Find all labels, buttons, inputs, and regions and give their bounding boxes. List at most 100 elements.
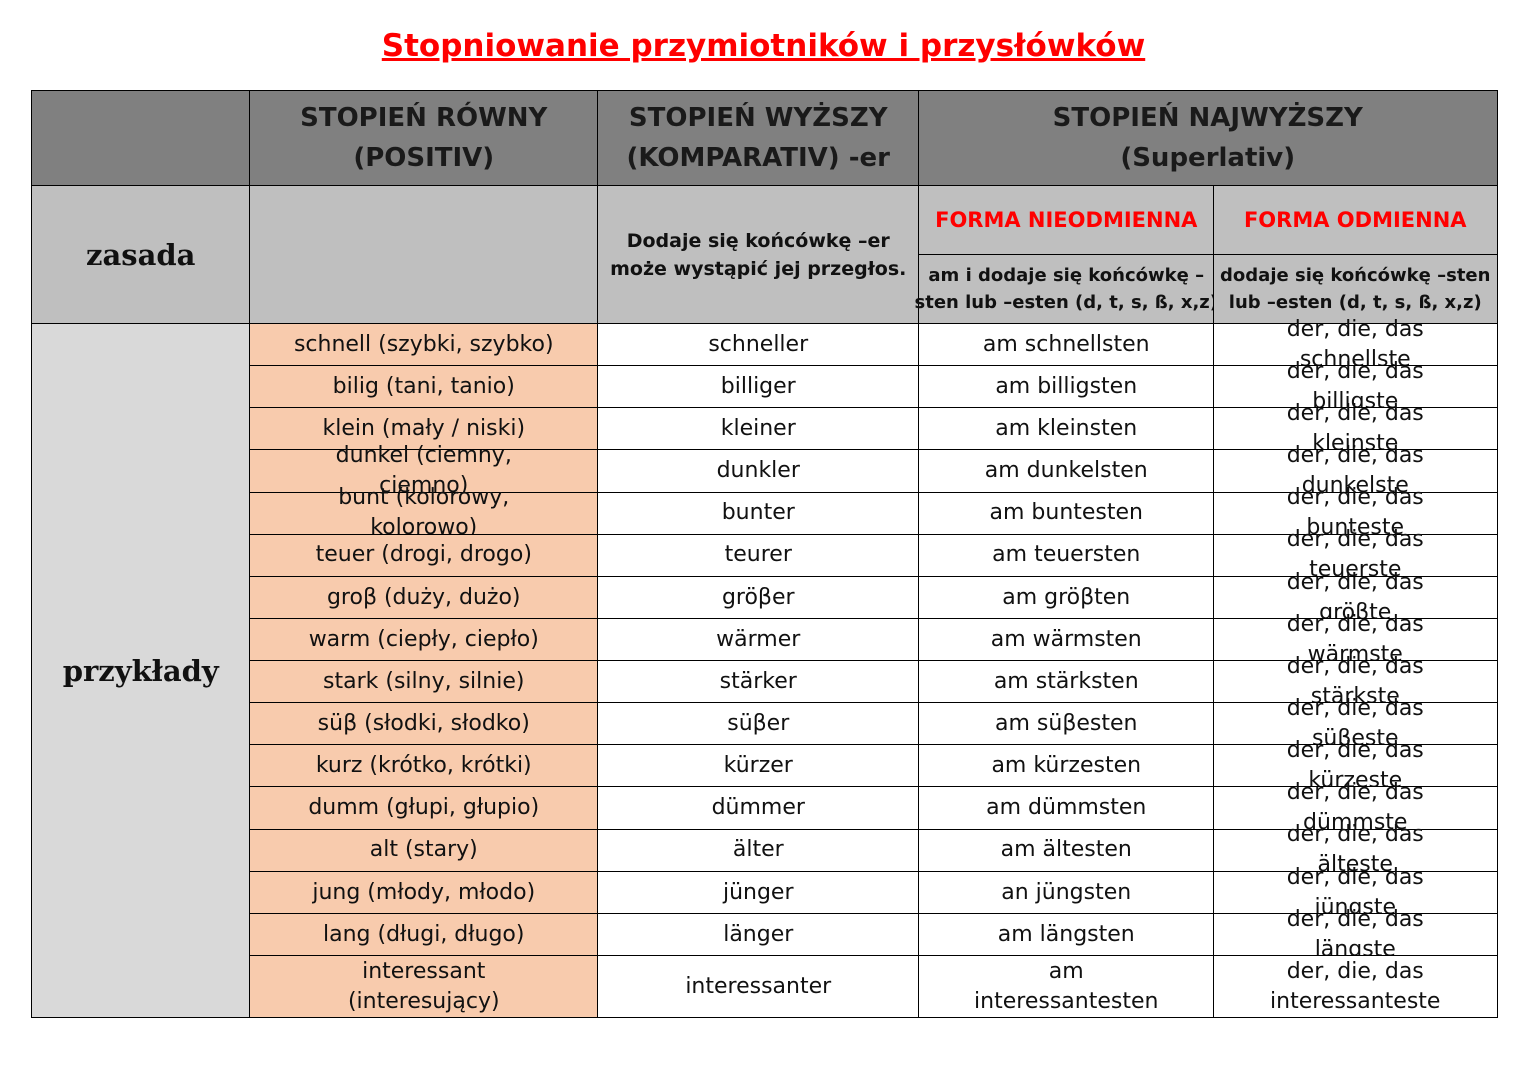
example-text: der, die, das gröβte [1286,569,1424,625]
example-cell: der, die, das gröβte [1213,570,1498,625]
text-line: (Superlativ) [1120,143,1296,174]
rule-empty-cell [249,185,599,325]
text-line: (POSITIV) [353,143,495,174]
example-text: am dümmsten [986,795,1147,821]
example-text: alt (stary) [369,837,478,863]
example-cell: kurz (krótko, krótki) [249,744,599,788]
example-text: billiger [720,373,796,399]
example-text: am buntesten [989,500,1143,526]
example-text: schneller [708,331,809,357]
example-text: am süβesten [995,710,1138,736]
example-cell: klein (mały / niski) [249,407,599,451]
example-cell: bunter [597,491,920,536]
example-cell: billiger [597,365,920,409]
text-line: lub –esten (d, t, s, ß, x,z) [1228,292,1482,314]
example-text: am kürzesten [991,753,1142,779]
text-line: STOPIEŃ RÓWNY [300,103,548,134]
example-cell: jünger [597,870,920,915]
text-line: dodaje się końcówkę –sten [1220,265,1491,287]
example-text: süβ (słodki, słodko) [317,710,530,736]
example-cell: der, die, das dümmste [1213,780,1498,835]
examples-label: przykłady [62,653,219,688]
example-text: stärker [719,668,797,694]
example-cell: am dunkelsten [918,449,1215,493]
example-text: groβ (duży, dużo) [326,584,521,610]
example-cell: älter [597,828,920,873]
example-cell: der, die, das interessanteste [1213,954,1498,1019]
form-name-cell: FORMA ODMIENNA [1213,185,1498,256]
example-cell: am gröβten [918,575,1215,620]
example-cell: länger [597,912,920,957]
example-cell: bilig (tani, tanio) [249,365,599,409]
example-text: am ältesten [1000,837,1132,863]
rule-label-cell: zasada [31,185,251,325]
example-cell: wärmer [597,617,920,662]
header-cell: STOPIEŃ NAJWYŻSZY (Superlativ) [918,90,1498,187]
example-cell: dümmer [597,786,920,831]
example-text: dumm (głupi, głupio) [308,795,540,821]
example-text: am dunkelsten [984,458,1148,484]
example-cell: am stärksten [918,660,1215,704]
example-text: kurz (krótko, krótki) [315,753,532,779]
example-cell: am wärmsten [918,617,1215,662]
title: Stopniowanie przymiotników i przysłówków [381,28,1146,64]
example-cell: der, die, das längste [1213,907,1498,962]
example-cell: süβ (słodki, słodko) [249,702,599,746]
example-cell: interessant (interesujący) [249,954,599,1019]
example-cell: schneller [597,323,920,367]
example-cell: am längsten [918,912,1215,957]
example-cell: der, die, das schnellste [1213,317,1498,372]
header-corner [31,90,251,187]
example-cell: am billigsten [918,365,1215,409]
form-name: FORMA NIEODMIENNA [935,208,1198,233]
text-line: sten lub –esten (d, t, s, ß, x,z) [914,292,1219,314]
example-text: interessant (interesujący) [347,958,500,1014]
example-cell: warm (ciepły, ciepło) [249,617,599,662]
example-text: bunter [721,500,795,526]
example-cell: am ältesten [918,828,1215,873]
rule-komparativ-cell: Dodaje się końcówkę –er może wystąpić jej… [597,185,920,325]
example-text: jünger [722,879,794,905]
example-cell: der, die, das bunteste [1213,485,1498,540]
text-line: STOPIEŃ NAJWYŻSZY [1052,103,1363,134]
example-cell: stark (silny, silnie) [249,660,599,704]
example-cell: der, die, das teuerste [1213,527,1498,582]
form-rule-cell: dodaje się końcówkę –sten lub –esten (d, … [1213,254,1498,325]
example-cell: dumm (głupi, głupio) [249,786,599,831]
text-line: Dodaje się końcówkę –er [626,229,890,252]
example-text: am schnellsten [982,331,1150,357]
example-text: warm (ciepły, ciepło) [308,626,539,652]
example-text: länger [723,921,794,947]
example-text: bilig (tani, tanio) [332,373,515,399]
example-text: älter [732,837,784,863]
form-name-cell: FORMA NIEODMIENNA [918,185,1215,256]
example-cell: an jüngsten [918,870,1215,915]
example-text: lang (długi, długo) [323,921,525,947]
example-text: teuer (drogi, drogo) [315,542,532,568]
example-text: am billigsten [995,373,1138,399]
example-text: schnell (szybki, szybko) [293,331,554,357]
example-cell: kleiner [597,407,920,451]
example-text: am stärksten [993,668,1139,694]
example-text: interessanter [685,973,832,999]
example-cell: dunkler [597,449,920,493]
example-text: am teuersten [992,542,1141,568]
example-cell: der, die, das jüngste [1213,865,1498,920]
example-cell: lang (długi, długo) [249,912,599,957]
example-cell: schnell (szybki, szybko) [249,323,599,367]
example-text: der, die, das schnellste [1286,316,1424,372]
example-cell: am kleinsten [918,407,1215,451]
example-text: jung (młody, młodo) [312,879,536,905]
example-text: am interessantesten [974,958,1159,1014]
example-text: wärmer [716,626,801,652]
example-text: der, die, das jüngste [1286,864,1424,920]
example-cell: am kürzesten [918,744,1215,788]
rule-label: zasada [86,237,196,272]
example-text: kürzer [723,753,793,779]
example-cell: am schnellsten [918,323,1215,367]
example-cell: am dümmsten [918,786,1215,831]
example-text: am wärmsten [990,626,1142,652]
example-text: teurer [724,542,792,568]
example-cell: bunt (kolorowy, kolorowo) [249,485,599,540]
